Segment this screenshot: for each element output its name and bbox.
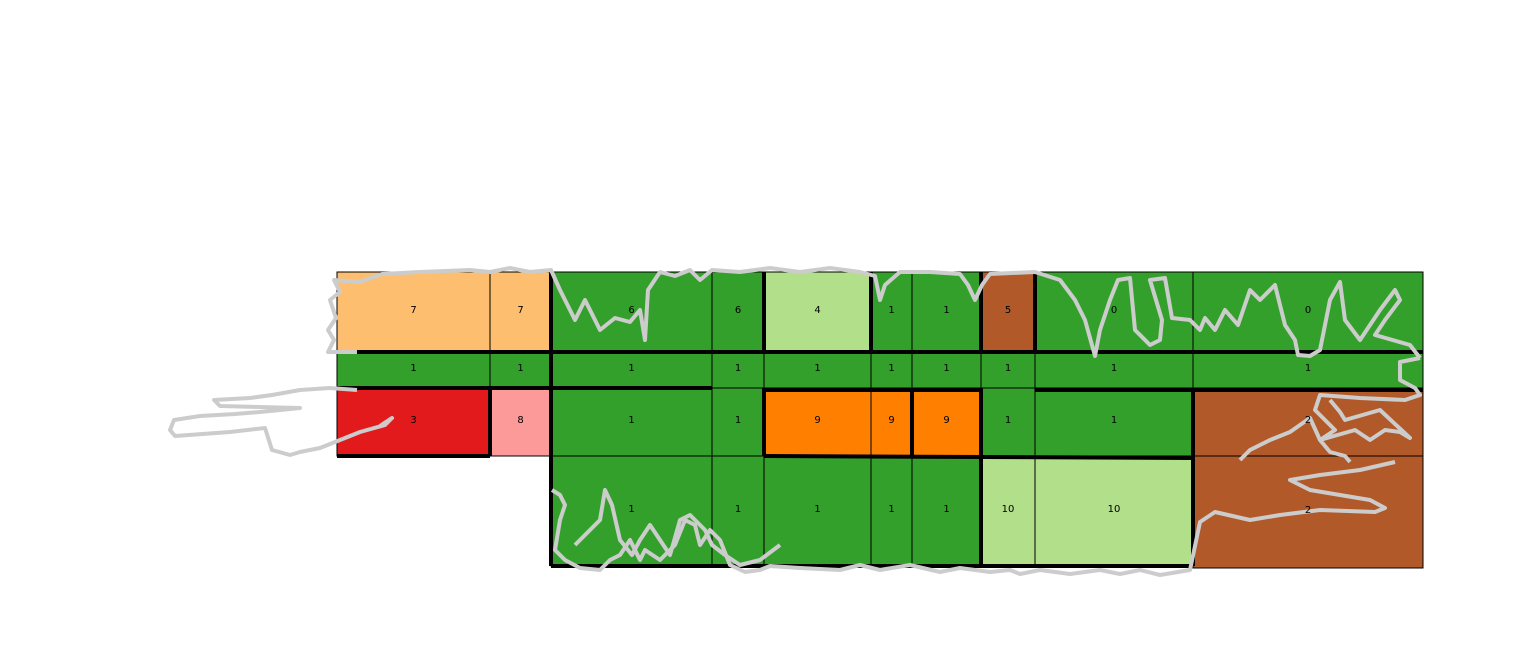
boundary-outline xyxy=(1313,356,1422,442)
cell-label: 8 xyxy=(517,415,523,426)
map-cell xyxy=(1192,351,1424,389)
boundary-outline xyxy=(1238,416,1352,464)
map-cell xyxy=(336,387,491,457)
cell-label: 1 xyxy=(1111,415,1117,426)
map-cell xyxy=(489,271,552,353)
cell-label: 1 xyxy=(735,504,741,515)
boundary-outline xyxy=(573,488,782,567)
cell-label: 1 xyxy=(943,363,949,374)
map-cell xyxy=(763,271,872,353)
cell-label: 9 xyxy=(943,415,949,426)
map-cell xyxy=(550,455,713,567)
cell-label: 5 xyxy=(1005,305,1011,316)
map-cell xyxy=(1034,387,1194,457)
map-cell xyxy=(911,351,982,389)
map-cell xyxy=(550,387,713,457)
cell-label: 1 xyxy=(888,305,894,316)
map-cell xyxy=(911,387,982,457)
boundary-outline-layer xyxy=(168,266,1422,577)
thick-borders-layer xyxy=(337,272,1423,568)
cell-label: 1 xyxy=(1005,363,1011,374)
cell-label: 2 xyxy=(1305,505,1311,516)
boundary-outline xyxy=(326,266,1422,360)
cell-label: 10 xyxy=(1108,504,1121,515)
cell-label: 1 xyxy=(517,363,523,374)
cell-label: 1 xyxy=(814,363,820,374)
cell-label: 4 xyxy=(814,305,820,316)
map-cell xyxy=(763,387,872,457)
cell-label: 1 xyxy=(888,363,894,374)
cell-label: 1 xyxy=(735,415,741,426)
map-cell xyxy=(489,351,552,389)
cell-label: 0 xyxy=(1111,305,1117,316)
cell-label: 9 xyxy=(814,415,820,426)
cell-label: 7 xyxy=(410,305,416,316)
map-cell xyxy=(870,351,913,389)
cell-label: 1 xyxy=(943,305,949,316)
cell-label: 6 xyxy=(735,305,741,316)
boundary-outline xyxy=(168,386,394,457)
cells-layer xyxy=(336,271,1424,569)
map-cell xyxy=(1034,351,1194,389)
cell-label: 9 xyxy=(888,415,894,426)
group-border xyxy=(763,454,1194,460)
labels-layer: 7 7 6 6 4 1 1 5 0 0 1 1 1 1 1 1 1 1 1 1 3 8 1 1 9 9 9 1 1 2 1 1 1 1 1 10 10 2 xyxy=(410,305,1311,516)
cell-label: 3 xyxy=(410,415,416,426)
cell-label: 0 xyxy=(1305,305,1311,316)
cell-label: 7 xyxy=(517,305,523,316)
map-cell xyxy=(980,455,1036,567)
cell-label: 2 xyxy=(1305,415,1311,426)
cell-label: 1 xyxy=(628,504,634,515)
cell-label: 1 xyxy=(735,363,741,374)
cell-label: 1 xyxy=(1305,363,1311,374)
cell-label: 1 xyxy=(1005,415,1011,426)
cell-label: 1 xyxy=(628,415,634,426)
cell-label: 1 xyxy=(410,363,416,374)
map-cell xyxy=(980,387,1036,457)
cell-label: 1 xyxy=(1111,363,1117,374)
map-cell xyxy=(1034,455,1194,567)
map-cell xyxy=(911,455,982,567)
cell-label: 1 xyxy=(628,363,634,374)
cell-label: 6 xyxy=(628,305,634,316)
cell-label: 1 xyxy=(943,504,949,515)
boundary-outline xyxy=(550,460,1396,577)
cell-label: 1 xyxy=(814,504,820,515)
map-cell xyxy=(336,271,491,353)
map-cell xyxy=(980,351,1036,389)
map-cell xyxy=(711,271,765,353)
cell-label: 1 xyxy=(888,504,894,515)
cell-label: 10 xyxy=(1002,504,1015,515)
